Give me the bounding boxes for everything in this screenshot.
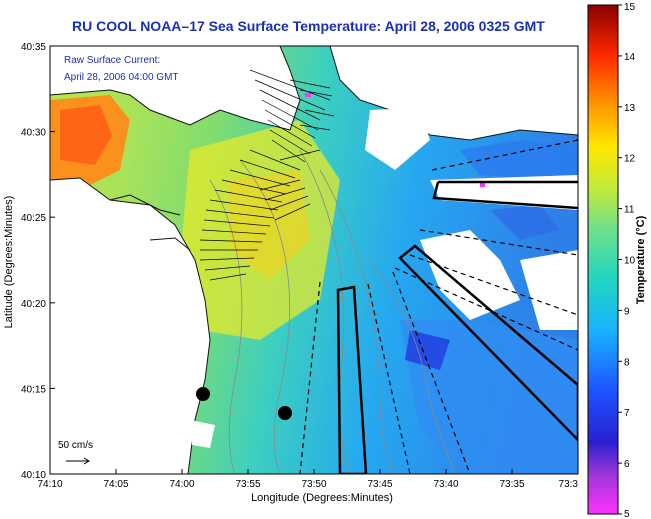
x-tick-label: 73:55 [235, 479, 260, 490]
current-time: April 28, 2006 04:00 GMT [64, 72, 179, 83]
y-axis-label: Latitude (Degrees:Minutes) [3, 196, 15, 329]
station-dot [196, 387, 210, 401]
scale-label: 50 cm/s [58, 440, 93, 451]
x-axis-ticks: 74:10 74:05 74:00 73:55 73:50 73:45 73:40 73:35… [37, 469, 579, 490]
colorbar-tick-label: 14 [624, 52, 636, 63]
x-tick-label: 74:00 [169, 479, 194, 490]
x-tick-label: 73:35 [499, 479, 524, 490]
x-tick-label: 74:10 [37, 479, 62, 490]
y-tick-label: 40:20 [21, 299, 46, 310]
colorbar-tick-label: 6 [624, 459, 630, 470]
colorbar-ticks: 15 14 13 12 11 10 9 8 7 6 5 [618, 2, 636, 519]
x-tick-label: 74:05 [103, 479, 128, 490]
x-axis-label: Longitude (Degrees:Minutes) [251, 492, 393, 504]
scale-arrow-icon [66, 457, 90, 465]
colorbar-tick-label: 7 [624, 408, 630, 419]
x-tick-label: 73:3 [559, 479, 579, 490]
colorbar-tick-label: 9 [624, 306, 630, 317]
y-tick-label: 40:35 [21, 42, 46, 53]
y-tick-label: 40:25 [21, 213, 46, 224]
colorbar-tick-label: 11 [624, 205, 635, 216]
survey-boxes [336, 180, 578, 474]
colorbar-tick-label: 13 [624, 103, 636, 114]
x-tick-label: 73:45 [367, 479, 392, 490]
x-tick-label: 73:50 [301, 479, 326, 490]
colorbar [587, 4, 619, 515]
y-tick-label: 40:10 [21, 470, 46, 481]
surface-current-vectors [199, 69, 335, 281]
map-title: RU COOL NOAA–17 Sea Surface Temperature:… [72, 18, 545, 34]
station-dot [278, 406, 292, 420]
sst-field [50, 46, 578, 474]
x-tick-label: 73:40 [433, 479, 458, 490]
colorbar-tick-label: 5 [624, 509, 630, 519]
colorbar-tick-label: 12 [624, 154, 636, 165]
y-axis-ticks: 40:35 40:30 40:25 40:20 40:15 40:10 [21, 42, 55, 481]
colorbar-label: Temperature (°C) [635, 215, 647, 304]
colorbar-tick-label: 15 [624, 2, 636, 13]
y-tick-label: 40:30 [21, 128, 46, 139]
colorbar-tick-label: 10 [624, 256, 636, 267]
current-label: Raw Surface Current: [64, 55, 160, 66]
colorbar-tick-label: 8 [624, 357, 630, 368]
y-tick-label: 40:15 [21, 384, 46, 395]
